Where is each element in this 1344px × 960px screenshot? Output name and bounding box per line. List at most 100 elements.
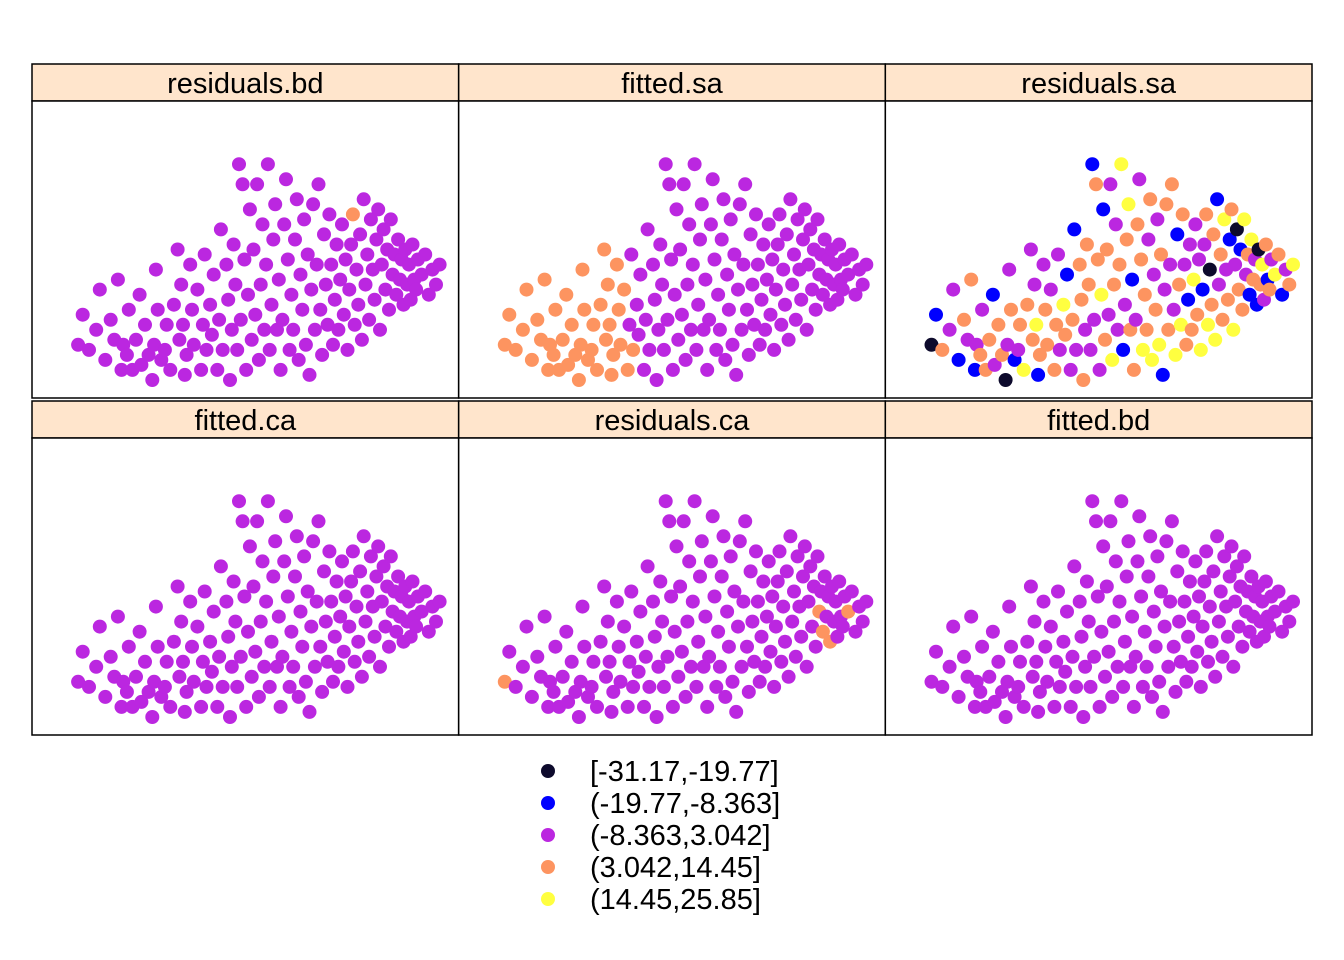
data-point xyxy=(564,317,579,332)
data-point xyxy=(121,302,136,317)
data-point xyxy=(212,649,227,664)
data-point xyxy=(1164,514,1179,529)
data-point xyxy=(1108,554,1123,569)
data-point xyxy=(1065,312,1080,327)
data-point xyxy=(219,594,234,609)
data-point xyxy=(344,237,359,252)
data-point xyxy=(1172,614,1187,629)
data-point xyxy=(664,589,679,604)
data-point xyxy=(306,534,321,549)
data-point xyxy=(1125,272,1140,287)
data-point xyxy=(987,357,1002,372)
data-point xyxy=(414,267,429,282)
data-point xyxy=(671,669,686,684)
data-point xyxy=(741,684,756,699)
data-point xyxy=(779,564,794,579)
data-point xyxy=(597,242,612,257)
data-point xyxy=(213,222,228,237)
data-point xyxy=(633,604,648,619)
data-point xyxy=(1190,644,1205,659)
data-point xyxy=(957,312,971,327)
data-point xyxy=(197,247,212,262)
data-point xyxy=(378,282,393,297)
data-point xyxy=(326,337,340,352)
data-point xyxy=(975,639,990,654)
data-point xyxy=(1089,514,1103,529)
data-point xyxy=(1197,574,1212,589)
data-point xyxy=(1063,699,1078,714)
data-point xyxy=(1043,282,1058,297)
data-point xyxy=(633,267,648,282)
data-point xyxy=(774,654,789,669)
data-point xyxy=(763,307,778,322)
data-point xyxy=(1184,322,1199,337)
data-point xyxy=(637,362,651,377)
data-point xyxy=(656,679,671,694)
data-point xyxy=(255,554,270,569)
data-point xyxy=(320,654,335,669)
data-point xyxy=(1175,544,1190,559)
data-point xyxy=(674,644,689,659)
data-point xyxy=(382,639,396,654)
data-point xyxy=(1229,559,1244,574)
data-point xyxy=(331,322,346,337)
data-point xyxy=(1137,287,1152,302)
data-point xyxy=(1145,689,1159,704)
data-point xyxy=(1025,332,1040,347)
data-point xyxy=(421,287,436,302)
data-point xyxy=(391,232,406,247)
data-point xyxy=(260,157,275,172)
data-point xyxy=(1166,302,1181,317)
data-point xyxy=(669,202,684,217)
data-point xyxy=(275,649,290,664)
data-point xyxy=(803,222,818,237)
data-point xyxy=(973,347,988,362)
data-point xyxy=(1150,549,1165,564)
data-point xyxy=(1235,639,1250,654)
data-point xyxy=(796,232,810,247)
data-point xyxy=(646,257,660,272)
data-point xyxy=(541,362,556,377)
data-point xyxy=(1002,262,1017,277)
data-point xyxy=(783,192,798,207)
data-point xyxy=(262,342,277,357)
data-point xyxy=(743,227,758,242)
data-point xyxy=(383,212,398,227)
data-point xyxy=(1231,619,1246,634)
data-point xyxy=(1135,342,1150,357)
data-point xyxy=(179,684,194,699)
data-point xyxy=(584,342,599,357)
data-point xyxy=(772,544,787,559)
data-point xyxy=(942,322,957,337)
data-point xyxy=(835,619,850,634)
data-point xyxy=(1074,629,1089,644)
data-point xyxy=(382,302,396,317)
data-point xyxy=(327,629,342,644)
data-point xyxy=(649,710,664,724)
data-point xyxy=(356,192,371,207)
data-point xyxy=(1076,710,1091,724)
data-point xyxy=(718,352,733,367)
data-point xyxy=(307,322,322,337)
data-point xyxy=(1161,659,1176,674)
data-point xyxy=(347,654,362,669)
data-point xyxy=(1043,619,1058,634)
data-point xyxy=(1258,237,1273,252)
data-point xyxy=(1121,534,1136,549)
data-point xyxy=(991,654,1006,669)
data-point xyxy=(716,192,731,207)
data-point xyxy=(624,584,639,599)
data-point xyxy=(646,594,660,609)
data-point xyxy=(360,584,375,599)
data-point xyxy=(673,242,688,257)
data-point xyxy=(788,649,803,664)
data-point xyxy=(1215,312,1230,327)
data-point xyxy=(317,564,331,579)
data-point xyxy=(251,689,266,704)
data-point xyxy=(374,257,389,272)
data-point xyxy=(638,649,653,664)
data-point xyxy=(230,342,245,357)
data-point xyxy=(1190,307,1205,322)
data-point xyxy=(721,302,736,317)
